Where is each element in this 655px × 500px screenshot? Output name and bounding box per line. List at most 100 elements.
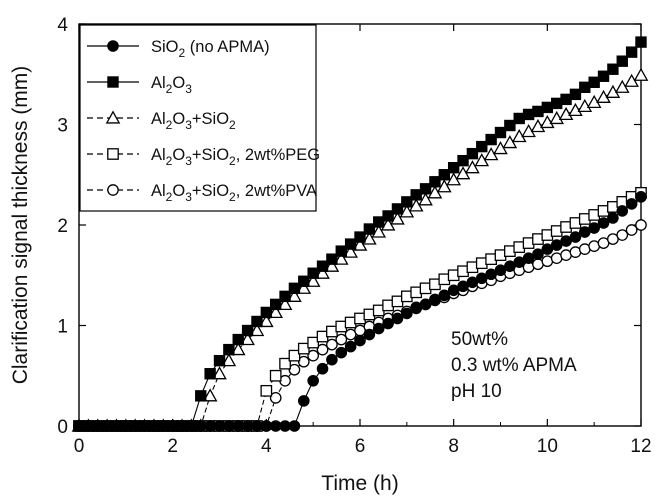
series-4: [73, 219, 647, 432]
data-point: [221, 353, 237, 367]
data-point: [569, 88, 582, 101]
legend-text-part: 3: [185, 118, 192, 132]
data-point: [457, 154, 469, 167]
x-tick-label: 2: [167, 436, 178, 457]
data-point: [185, 420, 198, 432]
data-point: [288, 363, 301, 376]
legend-label-0: SiO2 (no APMA): [151, 38, 270, 60]
legend-text-part: O: [172, 110, 185, 128]
data-point: [607, 212, 619, 224]
legend-text-part: 3: [185, 82, 192, 96]
data-point: [625, 224, 638, 236]
legend-label-3: Al2O3+SiO2, 2wt%PEG: [151, 146, 320, 168]
data-point: [316, 343, 329, 356]
data-point: [485, 133, 497, 146]
legend-text-part: +SiO: [192, 146, 229, 164]
data-point: [447, 162, 460, 174]
data-point: [382, 210, 394, 222]
data-point: [335, 346, 348, 359]
data-point: [296, 280, 312, 294]
legend-text-part: 2: [166, 82, 173, 96]
legend-text-part: +SiO: [192, 110, 229, 128]
legend-text-part: +SiO: [192, 182, 229, 200]
data-point: [101, 420, 113, 432]
data-point: [549, 110, 565, 125]
data-point: [588, 76, 600, 88]
legend-marker-3: [107, 148, 119, 160]
y-tick-label: 4: [57, 15, 68, 36]
data-point: [73, 420, 85, 432]
data-point: [176, 420, 188, 432]
data-point: [213, 354, 226, 367]
data-point: [625, 46, 638, 58]
data-point: [92, 420, 104, 432]
data-point: [335, 333, 348, 346]
data-point: [316, 260, 329, 272]
data-point: [307, 374, 319, 387]
data-point: [363, 328, 376, 341]
legend-text-part: Al: [151, 74, 166, 92]
x-tick-label: 4: [261, 436, 272, 457]
data-point: [560, 93, 572, 106]
data-point: [230, 342, 246, 356]
data-point: [249, 322, 265, 337]
y-tick-label: 1: [57, 317, 68, 338]
legend-text-part: 2: [229, 118, 236, 132]
data-point: [391, 203, 404, 215]
legend-text-part: O: [172, 182, 185, 200]
data-point: [326, 353, 338, 366]
data-point: [344, 238, 357, 250]
legend-text-part: (no APMA): [185, 38, 269, 56]
data-point: [466, 147, 479, 160]
legend-text-part: 2: [229, 154, 236, 168]
legend-label-1: Al2O3: [151, 74, 192, 96]
series-1: [73, 36, 647, 432]
legend-label-4: Al2O3+SiO2, 2wt%PVA: [151, 182, 317, 204]
data-point: [307, 349, 320, 362]
data-point: [401, 307, 413, 320]
data-point: [223, 343, 235, 356]
annotation-line-1: 50wt%: [451, 329, 508, 350]
annotation: 50wt% 0.3 wt% APMA pH 10: [451, 329, 577, 402]
plot-data: [71, 36, 649, 432]
data-point: [568, 102, 583, 117]
data-point: [110, 420, 123, 432]
data-point: [540, 114, 555, 129]
data-point: [465, 160, 480, 174]
data-point: [241, 324, 254, 337]
legend-text-part: 2: [166, 190, 173, 204]
data-point: [551, 97, 563, 110]
series-3: [73, 186, 647, 432]
data-point: [333, 251, 349, 265]
data-point: [204, 368, 216, 380]
data-point: [259, 313, 274, 328]
data-point: [279, 290, 291, 303]
data-point: [494, 126, 507, 139]
x-tick-label: 6: [355, 436, 366, 457]
data-point: [82, 420, 95, 432]
data-point: [530, 118, 546, 133]
data-point: [616, 55, 628, 67]
legend-marker-0: [107, 40, 119, 52]
annotation-line-3: pH 10: [451, 381, 502, 402]
data-point: [419, 298, 432, 311]
data-point: [558, 106, 574, 121]
data-point: [577, 98, 593, 113]
data-point: [616, 205, 629, 217]
data-point: [635, 219, 647, 231]
data-point: [195, 390, 207, 402]
data-point: [297, 395, 310, 407]
data-point: [307, 267, 319, 279]
data-point: [401, 196, 413, 208]
data-point: [363, 223, 376, 235]
data-point: [391, 312, 404, 325]
data-point: [260, 384, 273, 397]
data-point: [371, 224, 387, 238]
data-point: [326, 338, 338, 351]
data-point: [288, 349, 301, 362]
legend-text-part: 2: [229, 190, 236, 204]
y-axis-title: Clarification signal thickness (mm): [9, 66, 32, 385]
data-point: [269, 369, 282, 382]
x-tick-label: 12: [630, 436, 651, 457]
